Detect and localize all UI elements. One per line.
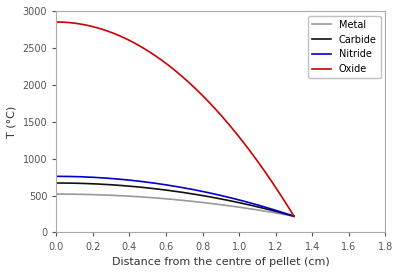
Oxide	[167, 64, 172, 67]
Oxide	[292, 215, 296, 218]
Nitride	[54, 175, 59, 178]
Carbide	[167, 189, 172, 192]
Carbide	[286, 213, 291, 216]
Carbide	[292, 215, 296, 218]
Carbide	[54, 181, 59, 185]
Metal	[168, 198, 173, 201]
Carbide	[195, 193, 200, 196]
Line: Metal: Metal	[56, 194, 294, 216]
Metal	[182, 199, 187, 202]
Y-axis label: T (°C): T (°C)	[7, 105, 17, 138]
Nitride	[249, 201, 254, 205]
Oxide	[182, 77, 187, 81]
Carbide	[249, 204, 254, 207]
Oxide	[195, 89, 200, 92]
Nitride	[182, 186, 187, 190]
Line: Nitride: Nitride	[56, 176, 294, 216]
Line: Carbide: Carbide	[56, 183, 294, 216]
Line: Oxide: Oxide	[56, 22, 294, 216]
Metal	[249, 207, 254, 211]
Metal	[167, 198, 172, 201]
Oxide	[249, 151, 254, 154]
Oxide	[168, 65, 173, 68]
Legend: Metal, Carbide, Nitride, Oxide: Metal, Carbide, Nitride, Oxide	[308, 16, 380, 78]
Nitride	[286, 213, 291, 216]
Metal	[195, 200, 200, 204]
X-axis label: Distance from the centre of pellet (cm): Distance from the centre of pellet (cm)	[112, 257, 330, 267]
Nitride	[292, 215, 296, 218]
Oxide	[54, 20, 59, 24]
Metal	[286, 213, 291, 217]
Oxide	[286, 205, 291, 209]
Metal	[54, 192, 59, 196]
Carbide	[182, 191, 187, 194]
Metal	[292, 215, 296, 218]
Nitride	[168, 184, 173, 187]
Carbide	[168, 189, 173, 192]
Nitride	[167, 184, 172, 187]
Nitride	[195, 189, 200, 192]
